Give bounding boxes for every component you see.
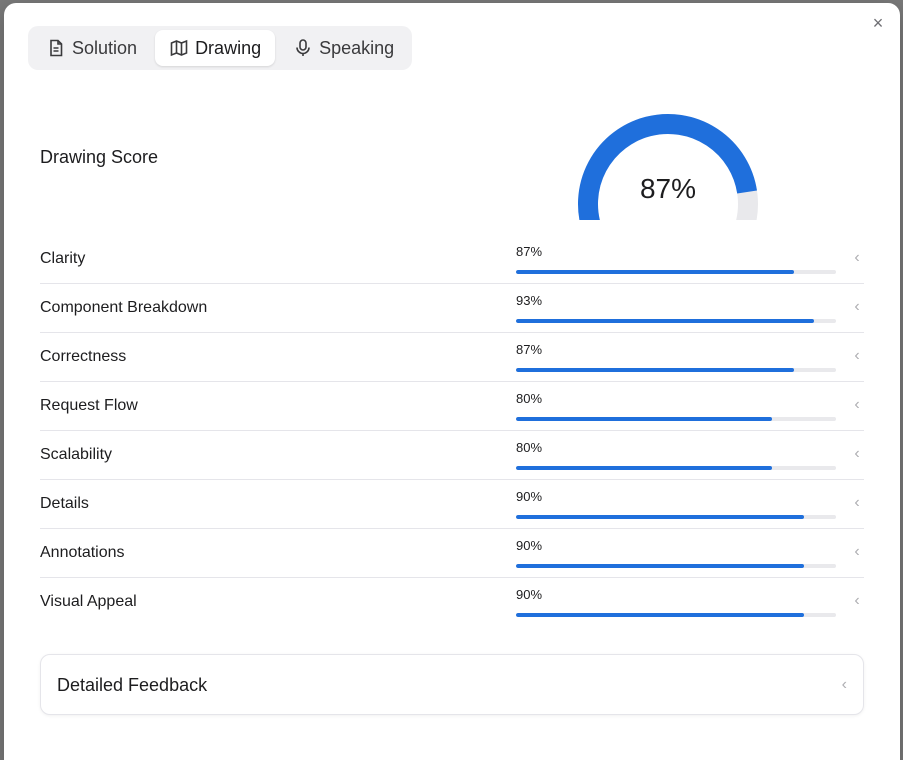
- microphone-icon: [296, 39, 310, 56]
- tab-solution[interactable]: Solution: [32, 30, 151, 66]
- criteria-row[interactable]: Details 90% ‹: [40, 480, 864, 529]
- progress-fill: [516, 368, 795, 372]
- criteria-label: Correctness: [40, 348, 127, 365]
- progress-track: [516, 613, 836, 617]
- chevron-left-icon[interactable]: ‹: [854, 347, 860, 364]
- progress-fill: [516, 319, 814, 323]
- criteria-percent: 87%: [516, 342, 543, 357]
- score-modal: × Solution Drawing Speaking Drawing Scor…: [4, 3, 900, 760]
- criteria-row[interactable]: Correctness 87% ‹: [40, 333, 864, 382]
- criteria-label: Annotations: [40, 544, 125, 561]
- criteria-row[interactable]: Request Flow 80% ‹: [40, 382, 864, 431]
- progress-fill: [516, 417, 772, 421]
- criteria-percent: 80%: [516, 391, 543, 406]
- chevron-left-icon[interactable]: ‹: [854, 494, 860, 511]
- tab-label: Solution: [72, 37, 138, 58]
- criteria-label: Clarity: [40, 250, 86, 267]
- criteria-label: Component Breakdown: [40, 299, 208, 316]
- tab-speaking[interactable]: Speaking: [279, 30, 408, 66]
- progress-track: [516, 515, 836, 519]
- criteria-row[interactable]: Scalability 80% ‹: [40, 431, 864, 480]
- criteria-percent: 93%: [516, 293, 543, 308]
- progress-fill: [516, 613, 804, 617]
- criteria-percent: 90%: [516, 489, 543, 504]
- criteria-percent: 80%: [516, 440, 543, 455]
- criteria-row[interactable]: Annotations 90% ‹: [40, 529, 864, 578]
- progress-fill: [516, 270, 795, 274]
- criteria-percent: 87%: [516, 244, 543, 259]
- score-title: Drawing Score: [40, 147, 159, 167]
- progress-track: [516, 564, 836, 568]
- tab-label: Drawing: [195, 37, 262, 58]
- chevron-left-icon[interactable]: ‹: [854, 592, 860, 609]
- criteria-row[interactable]: Component Breakdown 93% ‹: [40, 284, 864, 333]
- close-button[interactable]: ×: [868, 13, 888, 33]
- close-icon: ×: [872, 12, 884, 33]
- criteria-row[interactable]: Visual Appeal 90% ‹: [40, 578, 864, 627]
- detailed-feedback-label: Detailed Feedback: [57, 675, 208, 695]
- criteria-label: Request Flow: [40, 397, 138, 414]
- chevron-left-icon[interactable]: ‹: [854, 249, 860, 266]
- criteria-percent: 90%: [516, 587, 543, 602]
- progress-track: [516, 319, 836, 323]
- criteria-row[interactable]: Clarity 87% ‹: [40, 235, 864, 284]
- chevron-left-icon[interactable]: ‹: [854, 396, 860, 413]
- chevron-left-icon[interactable]: ‹: [854, 543, 860, 560]
- criteria-label: Scalability: [40, 446, 113, 463]
- criteria-label: Details: [40, 495, 89, 512]
- chevron-left-icon[interactable]: ‹: [854, 298, 860, 315]
- criteria-percent: 90%: [516, 538, 543, 553]
- progress-track: [516, 368, 836, 372]
- score-value: 87%: [639, 173, 697, 204]
- document-icon: [50, 39, 63, 57]
- detailed-feedback-card[interactable]: Detailed Feedback ‹: [40, 654, 864, 715]
- progress-track: [516, 466, 836, 470]
- tab-bar: Solution Drawing Speaking: [28, 26, 413, 70]
- criteria-label: Visual Appeal: [40, 593, 137, 610]
- tab-drawing[interactable]: Drawing: [155, 30, 276, 66]
- tab-label: Speaking: [319, 37, 395, 58]
- map-icon: [170, 39, 188, 57]
- criteria-list: Clarity 87% ‹ Component Breakdown 93% ‹ Correc…: [40, 235, 864, 627]
- progress-fill: [516, 466, 772, 470]
- progress-track: [516, 270, 836, 274]
- progress-track: [516, 417, 836, 421]
- chevron-left-icon: ‹: [841, 676, 847, 693]
- progress-fill: [516, 564, 804, 568]
- score-gauge: [578, 114, 758, 220]
- chevron-left-icon[interactable]: ‹: [854, 445, 860, 462]
- gauge-fill: [578, 114, 757, 220]
- progress-fill: [516, 515, 804, 519]
